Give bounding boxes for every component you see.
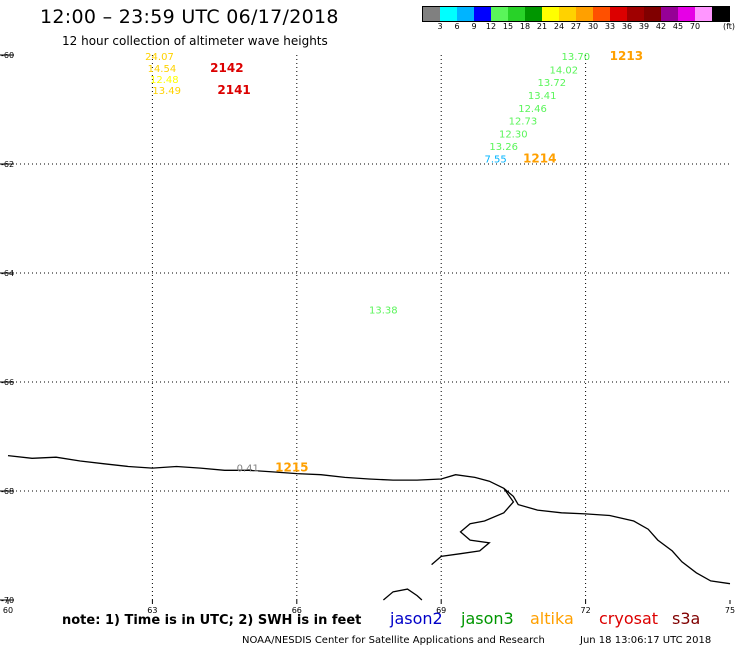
ice-edge-line (382, 588, 423, 601)
lon-tick-label: 66 (292, 606, 302, 615)
legend-tick-label: 3 (437, 22, 443, 31)
lon-tick-label: 72 (581, 606, 591, 615)
legend-tick-label: 33 (604, 22, 616, 31)
legend-tick-label: 42 (655, 22, 667, 31)
legend-color-cell (678, 7, 695, 21)
wave-height-value: 12.48 (150, 75, 179, 86)
legend-tick-label: 12 (485, 22, 497, 31)
wave-height-value: 12.46 (518, 104, 547, 115)
legend-tick-label: 27 (570, 22, 582, 31)
legend-tick-label: 45 (672, 22, 684, 31)
legend-tick-label: 9 (471, 22, 477, 31)
legend-color-cell (508, 7, 525, 21)
legend-color-cell (712, 7, 729, 21)
legend-tick-label: 30 (587, 22, 599, 31)
legend-tick-label: 15 (502, 22, 514, 31)
lat-tick-label: -62 (1, 160, 14, 169)
legend-color-cell (542, 7, 559, 21)
legend-color-cell (440, 7, 457, 21)
legend-color-cell (559, 7, 576, 21)
legend-color-cell (661, 7, 678, 21)
generation-timestamp: Jun 18 13:06:17 UTC 2018 (580, 635, 712, 646)
wave-height-value: 13.72 (537, 78, 566, 89)
wave-height-value: 13.70 (562, 52, 591, 63)
legend-tick-label: 21 (536, 22, 548, 31)
legend-color-cell (644, 7, 661, 21)
wave-height-value: 14.02 (550, 66, 579, 77)
lat-tick-label: -64 (1, 269, 14, 278)
antarctic-coastline (7, 454, 731, 585)
coastline (7, 454, 731, 601)
wave-height-value: 13.41 (528, 91, 557, 102)
lon-tick-label: 69 (436, 606, 446, 615)
legend-color-cell (474, 7, 491, 21)
pass-id-label: 1213 (610, 49, 643, 63)
legend-color-cell (491, 7, 508, 21)
satellite-s3a: s3a (672, 609, 701, 628)
pass-id-label: 1214 (523, 151, 556, 165)
map-subtitle: 12 hour collection of altimeter wave hei… (62, 34, 328, 48)
legend-color-cell (576, 7, 593, 21)
lon-tick-label: 60 (3, 606, 13, 615)
grid-lines (8, 55, 730, 600)
wave-height-value: 7.55 (485, 154, 507, 165)
satellite-jason2: jason2 (390, 609, 443, 628)
wave-height-color-legend (422, 6, 730, 22)
legend-color-cell (525, 7, 542, 21)
lat-tick-label: -66 (1, 378, 14, 387)
legend-tick-label: 24 (553, 22, 565, 31)
satellite-altika: altika (530, 609, 574, 628)
credit-line: NOAA/NESDIS Center for Satellite Applica… (242, 635, 545, 646)
legend-tick-label: 18 (519, 22, 531, 31)
pass-id-label: 1215 (275, 460, 308, 474)
map-title: 12:00 – 23:59 UTC 06/17/2018 (40, 6, 339, 28)
lat-tick-label: -68 (1, 487, 14, 496)
satellite-cryosat: cryosat (599, 609, 659, 628)
footer-note: note: 1) Time is in UTC; 2) SWH is in fe… (62, 613, 362, 628)
legend-tick-label: 6 (454, 22, 460, 31)
legend-color-cell (610, 7, 627, 21)
legend-tick-label: 70 (689, 22, 701, 31)
satellite-jason3: jason3 (461, 609, 514, 628)
lon-tick-label: 63 (147, 606, 157, 615)
wave-height-value: 13.26 (489, 142, 518, 153)
legend-color-cell (423, 7, 440, 21)
legend-tick-label: 39 (638, 22, 650, 31)
axis-ticks: -60-62-64-66-68-70606366697275 (0, 51, 735, 615)
amery-inlet-coastline (431, 487, 515, 566)
pass-id-label: 2141 (217, 83, 250, 97)
legend-color-cell (593, 7, 610, 21)
lon-tick-label: 75 (725, 606, 735, 615)
legend-tick-label: (ft) (722, 22, 736, 31)
wave-height-value: 12.73 (509, 116, 538, 127)
legend-color-cell (695, 7, 712, 21)
wave-height-value: 13.49 (152, 86, 181, 97)
wave-height-value: 0.41 (237, 463, 259, 474)
wave-height-value: 13.38 (369, 305, 398, 316)
wave-height-value: 24.07 (145, 52, 174, 63)
legend-labels: 3 6 9 12 15 18 21 24 27 30 33 36 39 42 45 70 (ft) (422, 22, 740, 34)
legend-color-cell (457, 7, 474, 21)
wave-height-value: 12.30 (499, 129, 528, 140)
wave-height-value: 14.54 (148, 64, 177, 75)
lat-tick-label: -60 (1, 51, 14, 60)
legend-tick-label: 36 (621, 22, 633, 31)
legend-color-cell (627, 7, 644, 21)
pass-id-label: 2142 (210, 61, 243, 75)
